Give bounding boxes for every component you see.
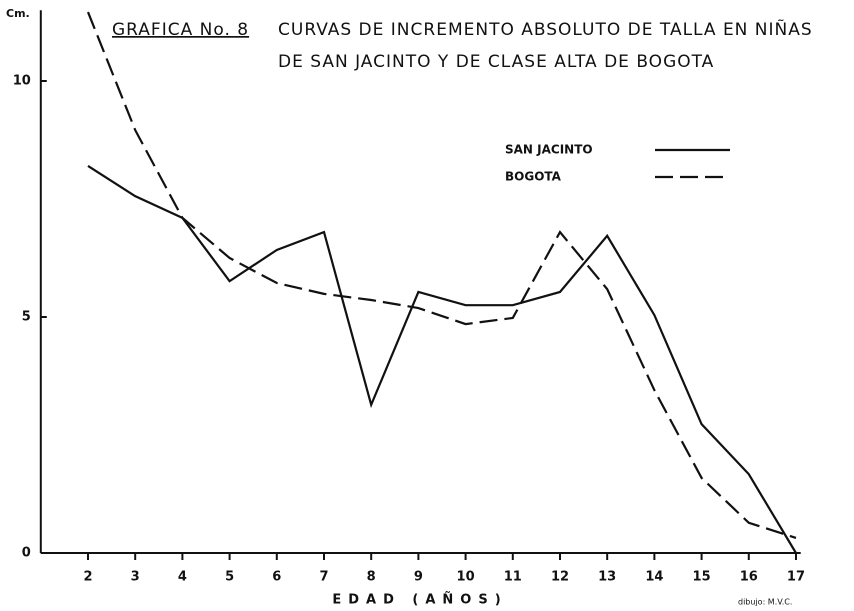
x-tick-label: 12 — [551, 570, 569, 585]
series-line — [87, 165, 797, 554]
x-tick-label: 13 — [598, 570, 616, 585]
x-tick-label: 5 — [225, 570, 234, 585]
credit: dibujo: M.V.C. — [738, 598, 792, 607]
y-tick-label: 0 — [22, 546, 31, 561]
x-tick-label: 8 — [367, 570, 376, 585]
legend-label: BOGOTA — [505, 170, 562, 184]
series-line — [86, 11, 797, 539]
x-tick-label: 7 — [319, 570, 328, 585]
x-tick-label: 4 — [178, 570, 187, 585]
x-tick-label: 2 — [83, 570, 92, 585]
x-tick-label: 15 — [693, 570, 711, 585]
chart-title: DE SAN JACINTO Y DE CLASE ALTA DE BOGOTA — [278, 52, 714, 72]
x-tick-label: 14 — [645, 570, 663, 585]
x-tick-label: 9 — [414, 570, 423, 585]
legend-label: SAN JACINTO — [505, 143, 593, 157]
x-tick-label: 6 — [272, 570, 281, 585]
chart-title: CURVAS DE INCREMENTO ABSOLUTO DE TALLA E… — [278, 18, 813, 40]
x-tick-label: 3 — [131, 570, 140, 585]
x-axis-label: EDAD (AÑOS) — [332, 592, 507, 608]
x-tick-label: 10 — [457, 570, 475, 585]
y-tick-label: 5 — [22, 310, 31, 325]
x-tick-label: 16 — [740, 570, 758, 585]
y-tick-label: 10 — [13, 74, 31, 89]
x-tick-label: 17 — [787, 570, 805, 585]
x-tick-label: 11 — [504, 570, 522, 585]
chart-label: GRAFICA No. 8 — [112, 20, 249, 40]
y-axis-label: Cm. — [6, 7, 30, 20]
